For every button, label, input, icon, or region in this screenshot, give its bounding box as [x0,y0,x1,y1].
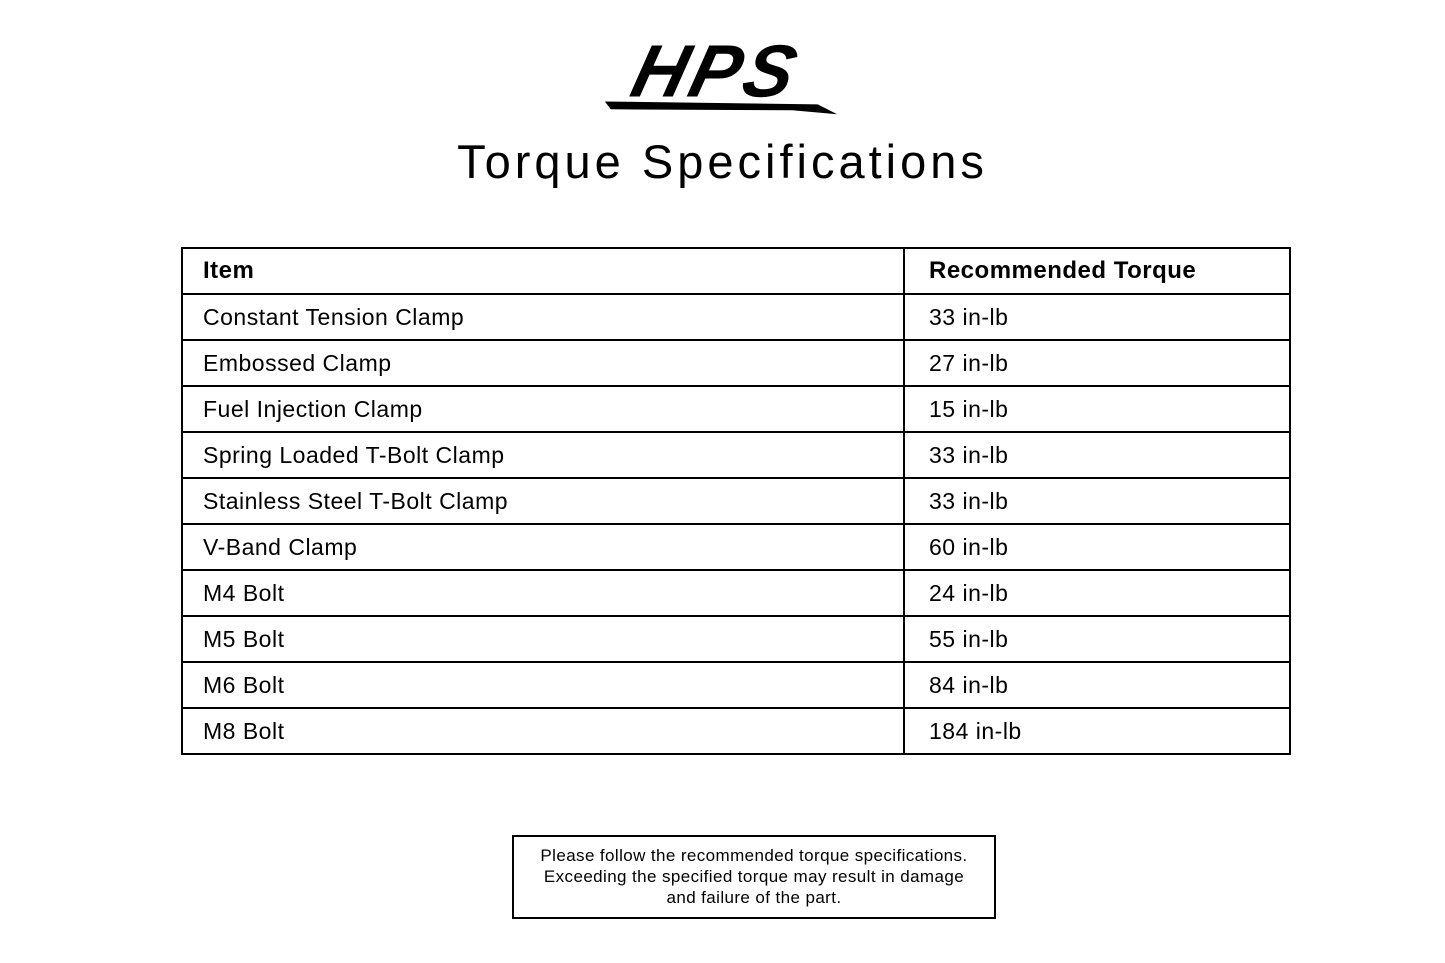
torque-cell: 24 in-lb [903,569,1291,617]
hps-logo-text: HPS [623,40,808,112]
column-header-item: Item [181,247,905,295]
torque-cell: 27 in-lb [903,339,1291,387]
torque-cell: 55 in-lb [903,615,1291,663]
table-row: Embossed Clamp 27 in-lb [181,339,1291,387]
page-title: Torque Specifications [457,135,988,188]
item-cell: Embossed Clamp [181,339,905,387]
table-row: M4 Bolt 24 in-lb [181,569,1291,617]
torque-cell: 184 in-lb [903,707,1291,755]
item-cell: M4 Bolt [181,569,905,617]
table-row: Constant Tension Clamp 33 in-lb [181,293,1291,341]
table-row: Spring Loaded T-Bolt Clamp 33 in-lb [181,431,1291,479]
torque-cell: 60 in-lb [903,523,1291,571]
table-row: M6 Bolt 84 in-lb [181,661,1291,709]
table-row: Fuel Injection Clamp 15 in-lb [181,385,1291,433]
table-row: Stainless Steel T-Bolt Clamp 33 in-lb [181,477,1291,525]
hps-logo-swoosh-underline [604,101,837,115]
item-cell: Fuel Injection Clamp [181,385,905,433]
note-line: Please follow the recommended torque spe… [540,846,968,865]
item-cell: V-Band Clamp [181,523,905,571]
table-row: M8 Bolt 184 in-lb [181,707,1291,755]
table-row: V-Band Clamp 60 in-lb [181,523,1291,571]
hps-logo: HPS [604,40,837,115]
torque-cell: 84 in-lb [903,661,1291,709]
torque-cell: 15 in-lb [903,385,1291,433]
logo-container: HPS [0,40,1445,122]
torque-warning-note: Please follow the recommended torque spe… [512,835,996,919]
table-header-row: Item Recommended Torque [181,247,1291,295]
item-cell: M5 Bolt [181,615,905,663]
torque-cell: 33 in-lb [903,431,1291,479]
torque-spec-table: Item Recommended Torque Constant Tension… [181,247,1291,755]
torque-cell: 33 in-lb [903,293,1291,341]
item-cell: M8 Bolt [181,707,905,755]
item-cell: Constant Tension Clamp [181,293,905,341]
table-row: M5 Bolt 55 in-lb [181,615,1291,663]
torque-cell: 33 in-lb [903,477,1291,525]
column-header-torque: Recommended Torque [903,247,1291,295]
item-cell: Stainless Steel T-Bolt Clamp [181,477,905,525]
note-line: Exceeding the specified torque may resul… [543,867,965,886]
item-cell: M6 Bolt [181,661,905,709]
item-cell: Spring Loaded T-Bolt Clamp [181,431,905,479]
note-line: and failure of the part. [666,888,842,907]
